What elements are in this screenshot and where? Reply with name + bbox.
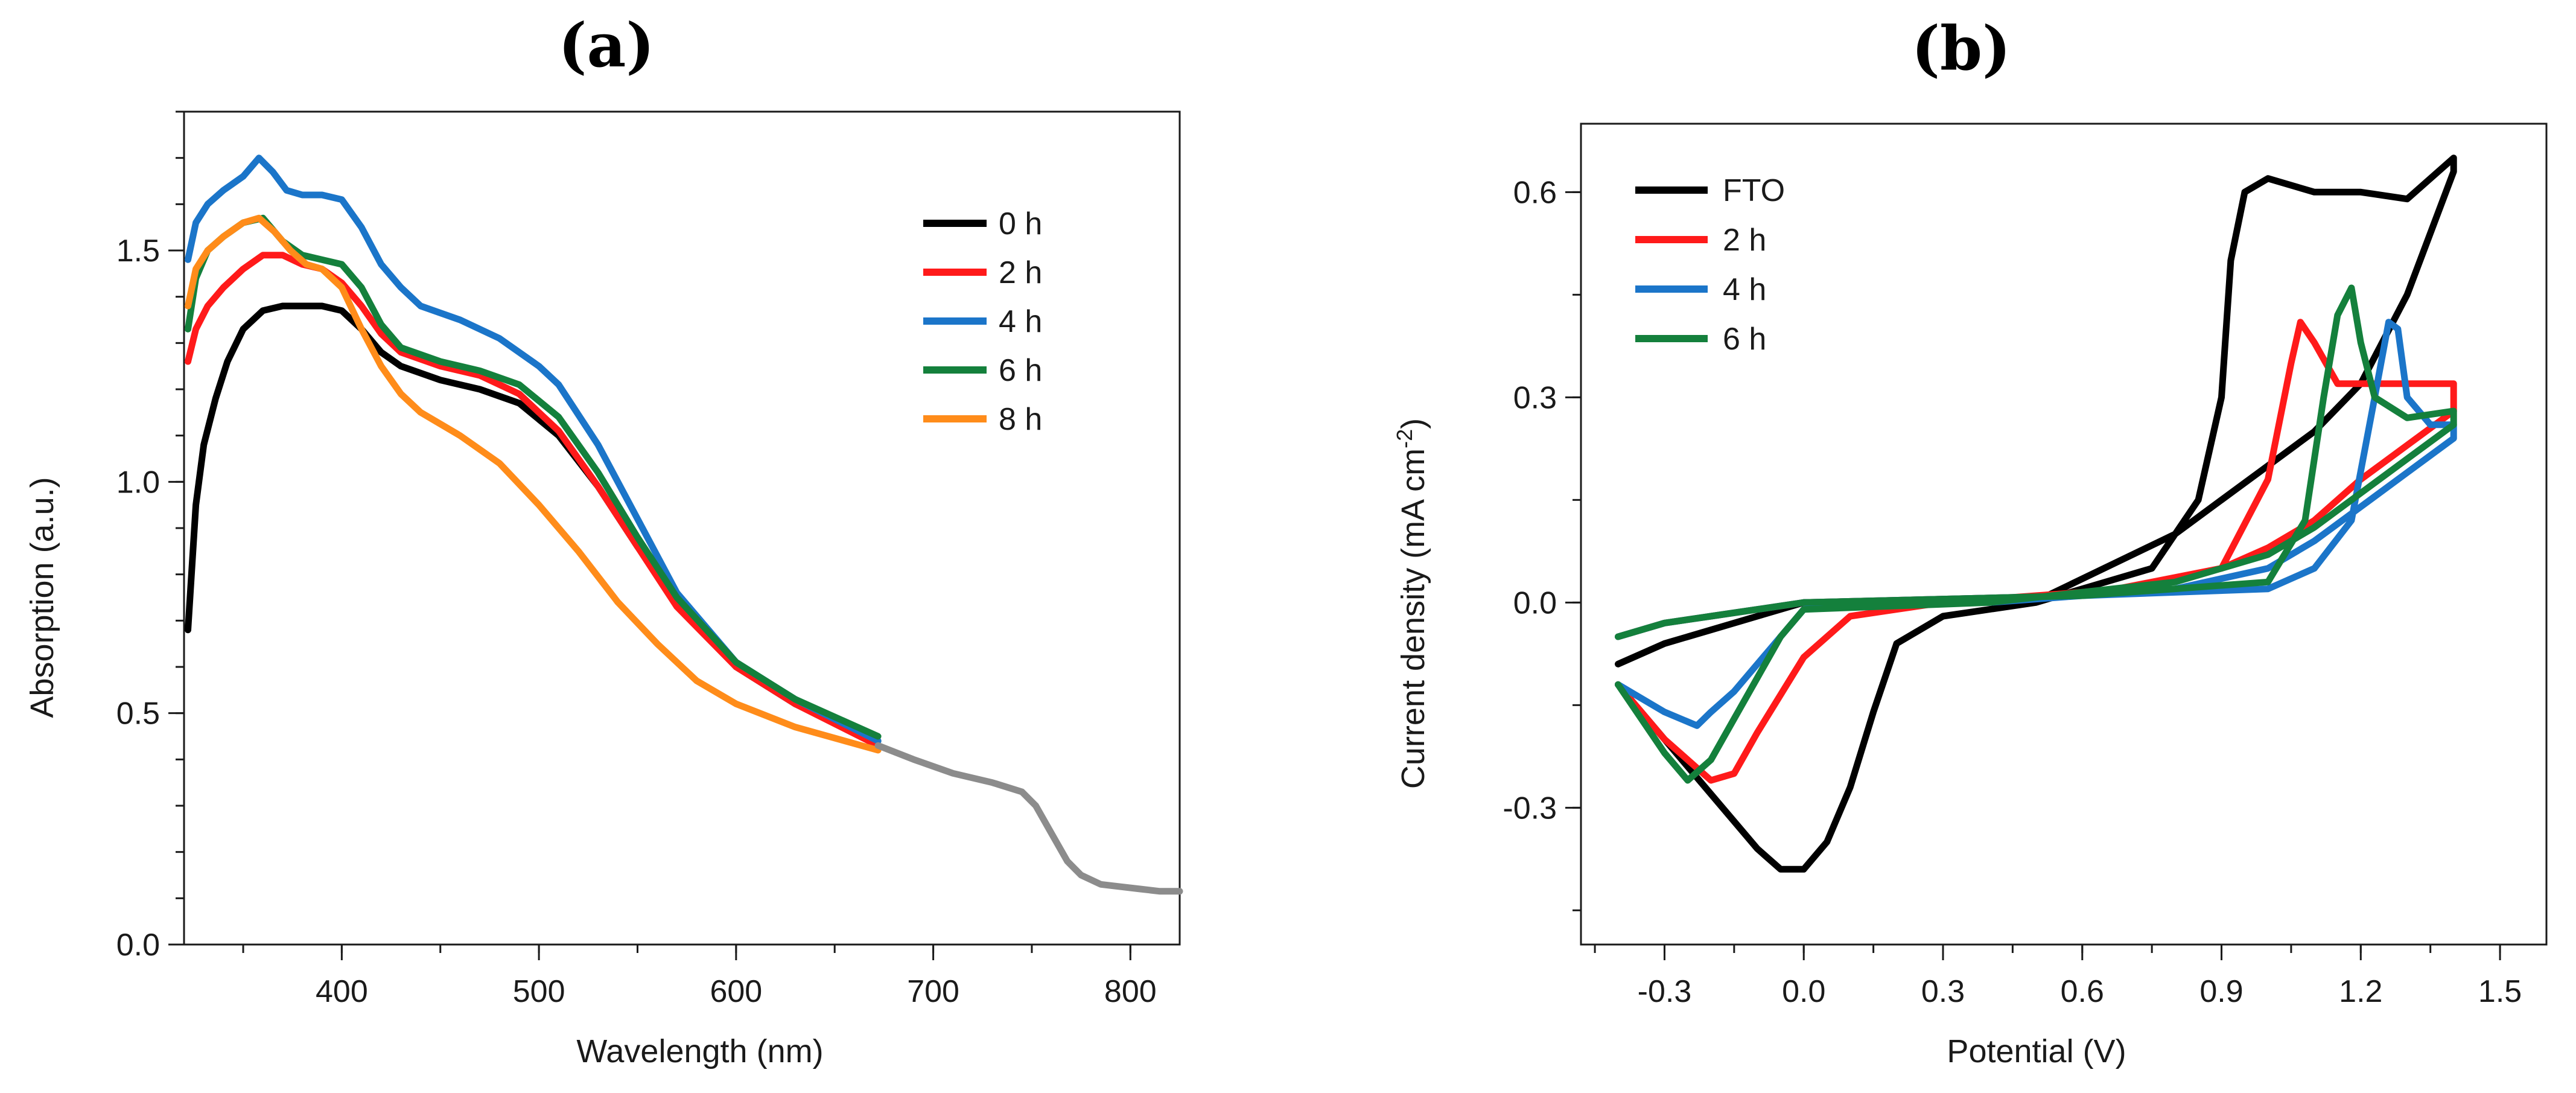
panel-b-legend: FTO 2 h 4 h 6 h: [1635, 173, 1785, 357]
x-tick-label: 400: [316, 974, 368, 1009]
panel-b-x-axis-title: Potential (V): [1947, 1033, 2126, 1069]
legend-label: 6 h: [1723, 322, 1766, 357]
legend-label: 2 h: [1723, 223, 1766, 258]
panel-a-axes: 400 500 600 700 800 0.0 0.5 1.0 1.5: [116, 110, 1181, 1009]
legend-label: 6 h: [999, 353, 1042, 388]
y-tick-label: 1.5: [116, 234, 160, 269]
x-tick-label: 500: [513, 974, 565, 1009]
x-tick-label: 800: [1104, 974, 1157, 1009]
series-6-h: [1615, 284, 2457, 784]
x-tick-label: 0.0: [1782, 974, 1825, 1009]
y-tick-label: 0.0: [116, 928, 160, 963]
panel-a-y-axis-title: Absorption (a.u.): [24, 477, 60, 718]
panel-b-series: [1615, 155, 2457, 873]
legend-label: 4 h: [999, 304, 1042, 339]
legend-label: 0 h: [999, 206, 1042, 241]
y-tick-label: -0.3: [1503, 791, 1557, 826]
y-tick-label: 0.3: [1513, 380, 1557, 415]
series-8-h: [185, 214, 882, 754]
panel-b-cyclic-voltammetry-chart: (b) -0.3 0.0 0.3 0.6 0.9 1.2 1.5-0.30.00.30.6 …: [1392, 13, 2548, 1069]
y-tick-label: 0.0: [1513, 585, 1557, 620]
x-tick-label: 700: [907, 974, 959, 1009]
panel-b-label: (b): [1912, 13, 2011, 84]
series-fto: [1615, 155, 2457, 873]
panel-a-series: [185, 155, 1183, 895]
y-tick-label: 1.0: [116, 465, 160, 500]
legend-label: 8 h: [999, 402, 1042, 437]
panel-a-legend: 0 h 2 h 4 h 6 h 8 h: [923, 206, 1042, 437]
series-6-h: [185, 214, 882, 740]
x-tick-label: 0.3: [1921, 974, 1965, 1009]
series-4-h: [185, 155, 882, 745]
panel-b-axes: -0.3 0.0 0.3 0.6 0.9 1.2 1.5 -0.3 0.0 0.3 0.6: [1503, 123, 2548, 1009]
series-extension: [874, 742, 1183, 895]
panel-a-label: (a): [558, 10, 654, 81]
series-2-h: [185, 252, 882, 749]
series-0-h: [185, 302, 882, 745]
panel-a-absorption-chart: (a) 400 500 600 700 800 0.0 0.5 1.0 1.5 0 h 2 h 4 …: [24, 10, 1183, 1069]
y-tick-label: 0.5: [116, 696, 160, 731]
x-tick-label: 600: [710, 974, 762, 1009]
plot-frame: [1580, 123, 2548, 946]
legend-label: FTO: [1723, 173, 1785, 208]
x-tick-label: -0.3: [1638, 974, 1692, 1009]
x-tick-label: 0.9: [2199, 974, 2243, 1009]
x-tick-label: 1.2: [2339, 974, 2382, 1009]
y-tick-label: 0.6: [1513, 175, 1557, 210]
legend-label: 4 h: [1723, 272, 1766, 307]
x-tick-label: 1.5: [2478, 974, 2522, 1009]
legend-label: 2 h: [999, 255, 1042, 290]
panel-a-x-axis-title: Wavelength (nm): [576, 1033, 823, 1069]
x-tick-label: 0.6: [2061, 974, 2104, 1009]
panel-b-y-axis-title: Current density (mA cm-2): [1392, 418, 1432, 789]
